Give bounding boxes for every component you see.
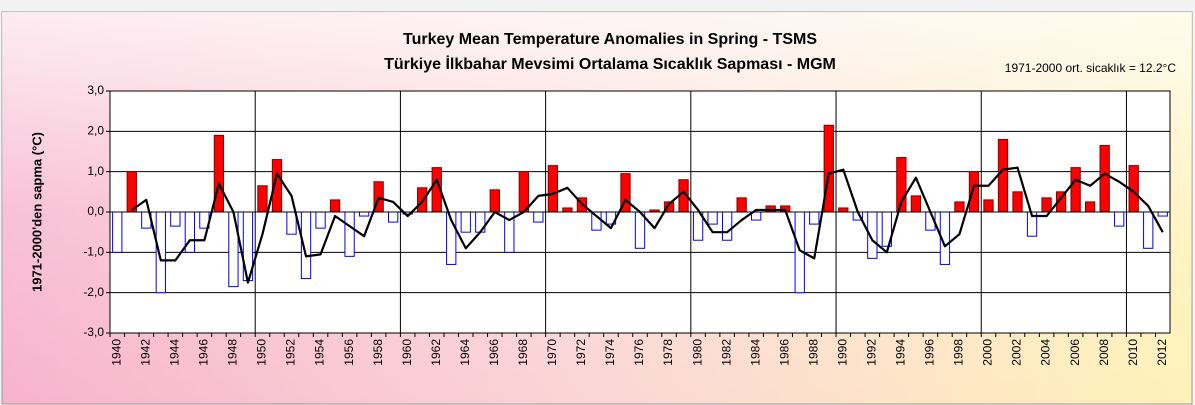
x-tick-label: 1964 <box>458 339 472 366</box>
x-tick-label: 1948 <box>226 339 240 366</box>
bar <box>547 165 559 213</box>
x-tick-label: 1984 <box>748 339 762 366</box>
x-tick-label: 2012 <box>1155 339 1169 366</box>
y-tick-label: 3,0 <box>87 83 104 97</box>
x-tick-label: 2006 <box>1068 339 1082 366</box>
bar <box>997 138 1009 213</box>
x-tick-label: 1982 <box>719 339 733 366</box>
x-tick-label: 2000 <box>981 339 995 366</box>
bar <box>112 211 123 253</box>
plot-border <box>109 90 1171 334</box>
bar <box>1114 211 1125 227</box>
x-tick-label: 1994 <box>894 339 908 366</box>
bar <box>460 211 471 233</box>
y-axis-label: 1971-2000'den sapma (°C) <box>29 132 44 292</box>
bar <box>489 189 500 213</box>
x-tick-label: 1974 <box>603 339 617 366</box>
y-tick-label: 2,0 <box>87 124 104 138</box>
bar <box>968 171 980 213</box>
y-tick-label: -2,0 <box>83 285 104 299</box>
x-tick-label: 1990 <box>835 339 849 366</box>
x-tick-label: 1988 <box>806 339 820 366</box>
bar <box>1012 191 1023 213</box>
bar <box>910 195 922 213</box>
bar <box>170 211 181 227</box>
bar <box>736 197 747 213</box>
y-tick-label: 0,0 <box>87 204 104 218</box>
x-tick-label: 1944 <box>168 339 182 366</box>
x-tick-label: 1942 <box>138 339 152 366</box>
bar <box>533 211 544 223</box>
bar <box>707 211 718 225</box>
bar <box>954 201 965 213</box>
x-tick-label: 1978 <box>661 339 675 366</box>
x-tick-label: 1966 <box>487 339 501 366</box>
bar <box>1084 201 1096 213</box>
x-tick-label: 1952 <box>284 339 298 366</box>
bar <box>286 211 297 235</box>
bar <box>983 199 994 213</box>
bar <box>329 199 341 213</box>
x-tick-label: 1968 <box>516 339 530 366</box>
x-tick-label: 1986 <box>777 339 791 366</box>
x-tick-label: 1958 <box>371 339 385 366</box>
y-tick-label: -1,0 <box>83 245 104 259</box>
chart-title: Turkey Mean Temperature Anomalies in Spr… <box>403 31 817 48</box>
bar <box>315 211 326 229</box>
x-tick-label: 1980 <box>690 339 704 366</box>
x-tick-label: 1970 <box>545 339 559 366</box>
x-tick-label: 1940 <box>109 339 123 366</box>
annotation: 1971-2000 ort. sicaklık = 12.2°C <box>1005 61 1177 75</box>
bar <box>257 185 268 213</box>
bar <box>358 211 370 217</box>
x-tick-label: 1962 <box>429 339 443 366</box>
x-tick-label: 1950 <box>255 339 269 366</box>
x-tick-label: 2008 <box>1097 339 1111 366</box>
x-tick-label: 1946 <box>197 339 211 366</box>
bar <box>417 187 428 213</box>
x-tick-label: 1956 <box>342 339 356 366</box>
bar <box>1041 197 1052 213</box>
bar <box>155 211 166 294</box>
x-tick-label: 1960 <box>400 339 414 366</box>
x-tick-label: 1972 <box>574 339 588 366</box>
bar <box>388 211 399 223</box>
x-tick-label: 1996 <box>923 339 937 366</box>
bar <box>518 171 529 213</box>
bar <box>1143 211 1154 249</box>
bar <box>809 211 820 225</box>
x-tick-label: 1976 <box>632 339 646 366</box>
x-tick-label: 1998 <box>952 339 966 366</box>
y-tick-label: 1,0 <box>87 164 104 178</box>
bar <box>1070 167 1081 213</box>
y-tick-label: -3,0 <box>83 325 104 339</box>
x-tick-label: 2002 <box>1010 339 1024 366</box>
bar <box>1099 144 1110 213</box>
x-tick-label: 1992 <box>865 339 879 366</box>
bar <box>344 211 355 257</box>
bar <box>562 207 573 213</box>
bar <box>634 211 646 249</box>
bar <box>1157 211 1168 217</box>
bar <box>721 211 733 241</box>
x-tick-label: 2004 <box>1039 339 1053 366</box>
trend-line <box>131 166 1164 284</box>
bar <box>838 207 849 213</box>
chart-subtitle: Türkiye İlkbahar Mevsimi Ortalama Sıcakl… <box>384 55 836 73</box>
bar <box>126 171 137 213</box>
x-tick-label: 1954 <box>313 339 327 366</box>
x-tick-label: 2010 <box>1126 339 1140 366</box>
